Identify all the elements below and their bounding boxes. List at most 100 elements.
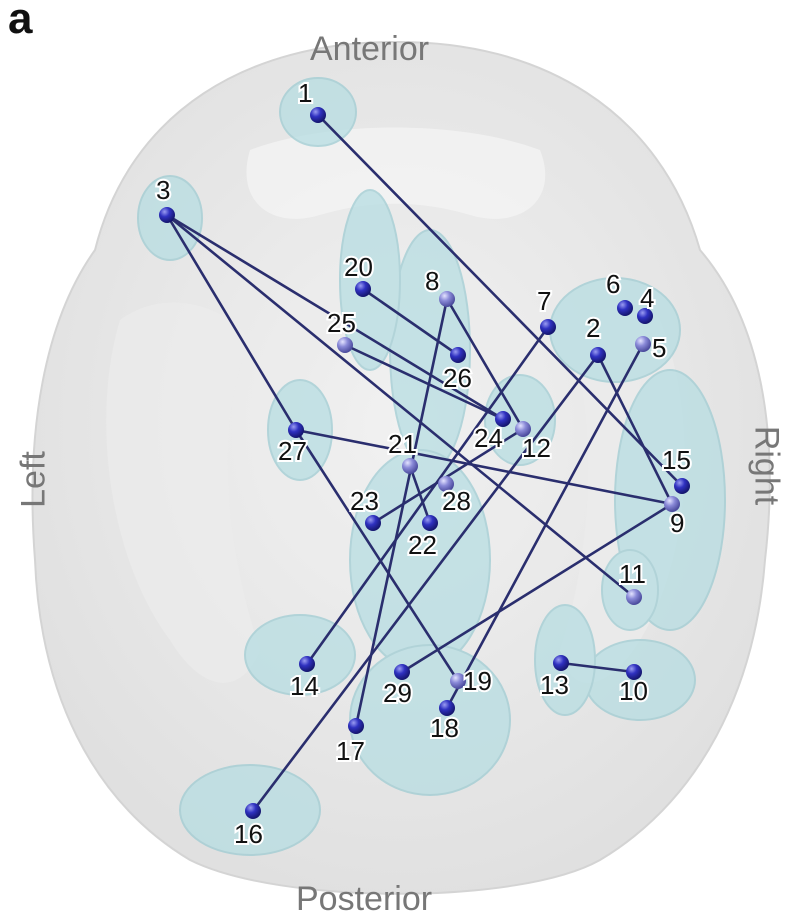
node-18: 18 — [428, 700, 461, 745]
node-12: 12 — [515, 421, 553, 465]
node-sphere — [348, 718, 364, 734]
region — [601, 549, 659, 631]
node-sphere — [355, 281, 371, 297]
edge-7-14 — [305, 325, 550, 666]
edge-5-18 — [445, 342, 645, 710]
node-sphere — [438, 476, 454, 492]
node-label: 14 — [290, 671, 319, 701]
nodes-layer: 1234567891011121314151617181920212223242… — [154, 76, 693, 851]
node-label: 6 — [606, 269, 620, 299]
node-sphere — [450, 347, 466, 363]
node-label: 7 — [537, 286, 551, 316]
node-sphere — [635, 336, 651, 352]
node-label: 8 — [425, 266, 439, 296]
edge-20-26 — [361, 287, 460, 357]
node-sphere — [664, 496, 680, 512]
node-sphere — [495, 411, 511, 427]
node-6: 6 — [604, 267, 633, 316]
node-label: 25 — [327, 308, 356, 338]
node-label: 29 — [383, 678, 412, 708]
node-label: 9 — [670, 508, 684, 538]
edges-layer — [165, 113, 684, 813]
node-sphere — [159, 207, 175, 223]
region — [339, 189, 401, 371]
node-sphere — [288, 422, 304, 438]
node-label: 27 — [278, 436, 307, 466]
node-14: 14 — [288, 656, 321, 703]
region — [349, 644, 511, 796]
edge-1-15 — [316, 113, 684, 488]
node-label: 26 — [443, 363, 472, 393]
right-label: Right — [747, 425, 786, 506]
edge-2-16 — [251, 353, 600, 813]
edge-27-19 — [294, 428, 460, 683]
node-3: 3 — [154, 173, 175, 223]
node-label: 22 — [408, 530, 437, 560]
node-label: 23 — [350, 486, 379, 516]
node-25: 25 — [325, 306, 358, 353]
node-label: 18 — [430, 713, 459, 743]
edge-2-9 — [596, 353, 674, 506]
node-28: 28 — [438, 476, 473, 518]
node-sphere — [310, 107, 326, 123]
node-sphere — [515, 421, 531, 437]
node-sphere — [450, 673, 466, 689]
node-sphere — [637, 308, 653, 324]
node-label: 13 — [540, 670, 569, 700]
node-22: 22 — [406, 515, 439, 562]
node-23: 23 — [348, 484, 381, 531]
edge-27-9 — [294, 428, 674, 506]
node-label: 11 — [619, 559, 646, 589]
node-label: 24 — [474, 423, 503, 453]
node-20: 20 — [342, 250, 375, 297]
node-label: 19 — [463, 666, 492, 696]
left-label: Left — [14, 451, 53, 508]
node-26: 26 — [441, 347, 474, 395]
node-sphere — [299, 656, 315, 672]
node-29: 29 — [381, 664, 414, 710]
node-10: 10 — [617, 664, 650, 708]
edge-8-12 — [445, 297, 525, 431]
edge-13-10 — [559, 661, 636, 674]
node-label: 12 — [522, 433, 551, 463]
node-24: 24 — [472, 411, 511, 455]
edge-29-9 — [400, 502, 674, 674]
edge-23-12 — [371, 427, 525, 525]
node-sphere — [626, 664, 642, 680]
node-sphere — [337, 337, 353, 353]
node-label: 21 — [388, 429, 417, 459]
node-sphere — [439, 700, 455, 716]
node-label: 16 — [234, 819, 263, 849]
node-label: 28 — [442, 486, 471, 516]
node-sphere — [402, 458, 418, 474]
node-27: 27 — [276, 422, 309, 468]
node-sphere — [674, 478, 690, 494]
node-7: 7 — [535, 284, 556, 335]
node-15: 15 — [660, 443, 693, 494]
edge-25-24 — [343, 343, 505, 421]
node-5: 5 — [635, 331, 668, 365]
region — [349, 449, 491, 671]
node-2: 2 — [584, 311, 606, 363]
node-sphere — [394, 664, 410, 680]
node-sphere — [245, 803, 261, 819]
node-label: 15 — [662, 445, 691, 475]
node-sphere — [365, 515, 381, 531]
node-4: 4 — [637, 281, 656, 324]
node-label: 17 — [336, 736, 365, 766]
node-label: 10 — [619, 676, 648, 706]
node-sphere — [439, 291, 455, 307]
edge-3-11 — [165, 213, 636, 599]
node-sphere — [617, 300, 633, 316]
node-sphere — [540, 319, 556, 335]
node-21: 21 — [386, 427, 419, 474]
edge-3-24 — [165, 213, 505, 421]
node-label: 1 — [298, 78, 312, 108]
node-sphere — [422, 515, 438, 531]
node-sphere — [590, 347, 606, 363]
node-13: 13 — [538, 655, 571, 702]
posterior-label: Posterior — [296, 880, 433, 918]
node-label: 20 — [344, 252, 373, 282]
